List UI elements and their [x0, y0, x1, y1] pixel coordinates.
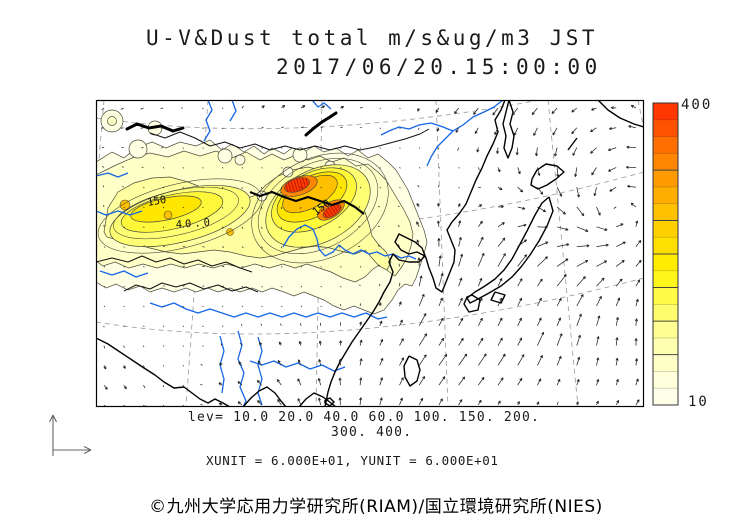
- contour-levels-line1: lev= 10.0 20.0 40.0 60.0 100. 150. 200.: [188, 410, 541, 425]
- chart-title: U-V&Dust total m/s&ug/m3 JST: [146, 26, 599, 50]
- coastline-river-layer: [96, 100, 644, 407]
- x-axis-arrow: [53, 446, 92, 454]
- contour-levels-line2: 300. 400.: [331, 425, 413, 440]
- colorbar-max-label: 400: [681, 97, 713, 113]
- colorbar-segment: [653, 136, 678, 154]
- colorbar-segment: [653, 153, 678, 171]
- y-axis-arrow: [49, 414, 57, 456]
- colorbar-segment: [653, 304, 678, 322]
- colorbar-segment: [653, 203, 678, 221]
- colorbar-segment: [653, 371, 678, 389]
- colorbar: [652, 102, 679, 406]
- colorbar-segment: [653, 287, 678, 305]
- map-frame: [95, 99, 645, 408]
- dust-contour-layer: [96, 109, 428, 315]
- colorbar-segment: [653, 337, 678, 356]
- colorbar-segment: [653, 103, 678, 121]
- colorbar-segment: [653, 354, 678, 372]
- colorbar-segment: [653, 220, 678, 238]
- contour-label-west-40: 40.0: [175, 216, 213, 231]
- colorbar-segment: [653, 186, 678, 205]
- colorbar-segment: [653, 388, 678, 406]
- wind-vector-layer: [101, 104, 642, 407]
- colorbar-segment: [653, 254, 678, 272]
- copyright-credit: ©九州大学応用力学研究所(RIAM)/国立環境研究所(NIES): [149, 497, 603, 517]
- xunit-yunit-label: XUNIT = 6.000E+01, YUNIT = 6.000E+01: [206, 453, 499, 468]
- contour-label-west-150: 150: [146, 194, 167, 209]
- colorbar-segment: [653, 119, 678, 138]
- axis-arrows: [49, 414, 92, 456]
- colorbar-frame: [652, 102, 679, 406]
- colorbar-segment: [653, 270, 678, 289]
- colorbar-min-label: 10: [688, 394, 709, 410]
- colorbar-segment: [653, 170, 678, 188]
- colorbar-segment: [653, 237, 678, 255]
- wind-arrows: [101, 104, 642, 407]
- chart-timestamp: 2017/06/20.15:00:00: [276, 55, 602, 79]
- colorbar-segment: [653, 321, 678, 339]
